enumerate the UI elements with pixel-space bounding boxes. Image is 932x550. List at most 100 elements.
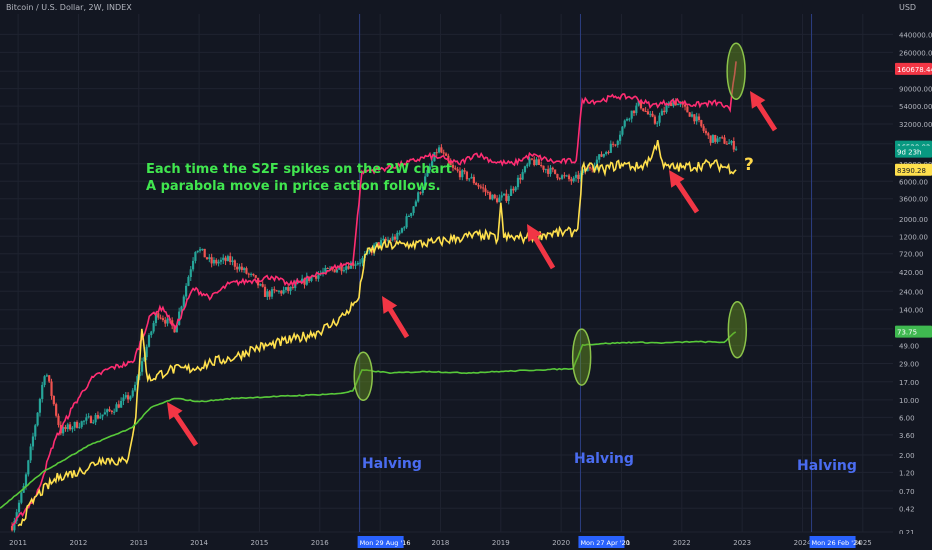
halving-label-3: Halving (797, 458, 857, 474)
candle-body (677, 103, 680, 106)
y-tick-label: 140.00 (899, 307, 924, 315)
candle-body (347, 266, 350, 269)
candle-body (618, 134, 622, 141)
candle-body (89, 416, 93, 424)
candle-body (180, 306, 183, 312)
candle-body (205, 257, 209, 260)
candle-body (435, 152, 438, 154)
candle-body (498, 197, 501, 203)
halving-lines (359, 14, 813, 532)
candle-body (117, 404, 120, 408)
candle-body (375, 242, 378, 245)
candle-body (625, 119, 629, 121)
candle-body (588, 167, 592, 169)
candle-body (477, 184, 480, 187)
chart-title: Bitcoin / U.S. Dollar, 2W, INDEX (6, 3, 132, 12)
candle-body (507, 195, 510, 201)
candle-body (479, 186, 482, 188)
candle-body (570, 179, 573, 182)
candle-body (382, 238, 385, 241)
candle-body (732, 140, 735, 150)
halving-date-box (809, 536, 856, 548)
candle-body (57, 415, 60, 425)
candle-body (716, 138, 719, 142)
candle-body (514, 187, 517, 191)
candle-body (359, 262, 362, 264)
price-label-box (895, 62, 932, 75)
candle-body (129, 396, 132, 400)
candle-body (368, 250, 371, 252)
candle-body (400, 228, 404, 233)
price-label-box (895, 163, 932, 176)
candle-body (437, 147, 441, 153)
candle-body (444, 153, 448, 156)
y-tick-label: 0.21 (899, 529, 915, 537)
candle-body (644, 110, 647, 112)
price-label-text: 73.75 (897, 329, 917, 337)
x-tick-label: 2015 (251, 539, 269, 547)
candle-body (106, 409, 109, 413)
candle-body (352, 262, 355, 266)
candle-body (152, 323, 155, 332)
y-tick-label: 720.00 (899, 251, 924, 259)
candle-body (602, 153, 605, 157)
candle-body (535, 159, 538, 165)
candle-body (403, 227, 406, 229)
candle-body (695, 116, 698, 122)
price-label-text: 9d 23h (897, 149, 921, 157)
candle-body (593, 166, 596, 169)
y-tick-label: 54000.00 (899, 103, 932, 111)
candle-body (410, 212, 413, 217)
candle-body (558, 178, 561, 180)
candle-body (683, 104, 687, 107)
candle-body (461, 170, 464, 178)
candle-body (424, 176, 427, 187)
candle-body (579, 172, 582, 180)
candle-body (36, 412, 39, 426)
candle-body (256, 277, 260, 286)
spike-ellipses (353, 42, 748, 401)
candle-body (15, 512, 18, 521)
candle-body (393, 236, 397, 240)
candle-body (463, 170, 466, 172)
candle-body (194, 252, 197, 261)
candle-body (544, 169, 547, 171)
candle-body (632, 110, 636, 114)
candle-body (472, 176, 475, 184)
candle-body (493, 194, 496, 199)
candle-body (99, 416, 102, 419)
x-tick-label: 2012 (70, 539, 88, 547)
candle-body (124, 395, 127, 398)
candle-body (268, 291, 271, 297)
candle-body (29, 446, 32, 461)
candle-body (642, 108, 645, 111)
candle-body (349, 262, 352, 269)
y-tick-label: 440000.00 (899, 31, 932, 39)
candle-body (294, 283, 297, 288)
y-tick-label: 90000.00 (899, 86, 932, 94)
halving-date-box (357, 536, 404, 548)
candle-body (310, 276, 313, 281)
candle-body (542, 165, 545, 170)
y-tick-label: 420.00 (899, 269, 924, 277)
candle-body (735, 148, 738, 150)
candle-body (725, 143, 728, 145)
candle-body (690, 114, 694, 117)
candle-body (658, 115, 661, 123)
x-tick-label: 2024 (794, 539, 812, 547)
candle-body (229, 256, 232, 263)
price-label-text: 160678.44 (897, 66, 932, 74)
candle-body (317, 274, 320, 279)
candle-body (331, 268, 334, 270)
candle-body (50, 381, 53, 396)
candle-body (261, 284, 264, 287)
candle-body (94, 415, 97, 423)
candle-body (577, 174, 580, 180)
candle-body (342, 270, 346, 272)
candle-body (233, 260, 236, 267)
currency-label: USD (899, 3, 917, 12)
x-tick-label: 2020 (552, 539, 570, 547)
candle-body (143, 357, 146, 362)
series-lines (0, 61, 737, 527)
candle-body (700, 120, 703, 127)
